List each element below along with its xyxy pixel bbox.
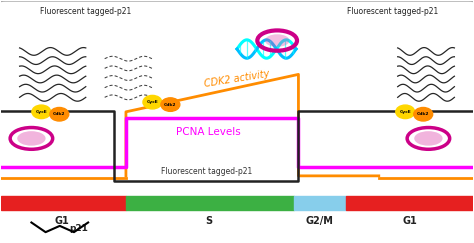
Circle shape [414, 131, 443, 146]
Circle shape [17, 131, 46, 146]
Ellipse shape [396, 105, 415, 119]
Text: Fluorescent tagged-p21: Fluorescent tagged-p21 [347, 7, 438, 16]
Bar [0, 196, 126, 210]
Ellipse shape [414, 107, 433, 121]
Text: Cdk2: Cdk2 [164, 103, 176, 107]
Circle shape [265, 34, 290, 47]
Text: CDK2 activity: CDK2 activity [203, 69, 271, 89]
Bar [294, 196, 346, 210]
Text: Cdk2: Cdk2 [417, 112, 429, 116]
Text: CycE: CycE [36, 110, 47, 114]
Ellipse shape [143, 95, 162, 109]
Text: Cdk2: Cdk2 [53, 112, 65, 116]
Text: G2/M: G2/M [306, 216, 334, 226]
Ellipse shape [50, 107, 69, 121]
Bar [346, 196, 474, 210]
Text: CycE: CycE [400, 110, 411, 114]
Text: S: S [205, 216, 212, 226]
Text: p21: p21 [69, 224, 88, 233]
Text: Fluorescent tagged-p21: Fluorescent tagged-p21 [40, 7, 131, 16]
Text: Fluorescent tagged-p21: Fluorescent tagged-p21 [161, 166, 252, 175]
Text: G1: G1 [55, 216, 70, 226]
Ellipse shape [32, 105, 51, 119]
Text: PCNA Levels: PCNA Levels [176, 127, 241, 137]
Ellipse shape [161, 98, 180, 111]
Bar [126, 196, 294, 210]
Text: CycE: CycE [146, 100, 158, 104]
Text: G1: G1 [402, 216, 417, 226]
